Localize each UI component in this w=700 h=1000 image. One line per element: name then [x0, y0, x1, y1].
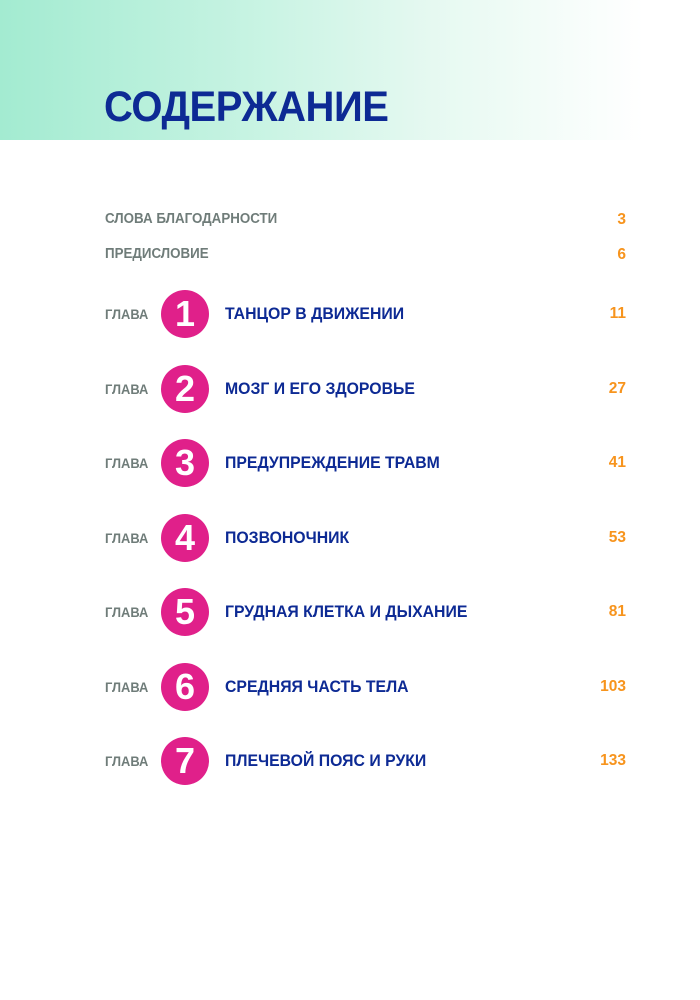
chapter-number-badge: 6 [161, 662, 209, 711]
chapter-title: МОЗГ И ЕГО ЗДОРОВЬЕ [225, 378, 415, 398]
chapter-entry[interactable]: ГЛАВА 4 ПОЗВОНОЧНИК 53 [0, 0, 700, 562]
page-number: 27 [608, 379, 626, 397]
chapter-entry[interactable]: ГЛАВА 6 СРЕДНЯЯ ЧАСТЬ ТЕЛА 103 [0, 0, 700, 711]
entry-label: СЛОВА БЛАГОДАРНОСТИ [105, 211, 278, 227]
chapter-prefix: ГЛАВА [105, 455, 149, 471]
chapter-title: ПЛЕЧЕВОЙ ПОЯС И РУКИ [225, 751, 427, 770]
chapter-number-badge: 4 [161, 513, 209, 562]
chapter-prefix: ГЛАВА [105, 380, 149, 397]
entry-label: ПРЕДИСЛОВИЕ [105, 246, 209, 262]
page-number: 11 [609, 305, 626, 322]
chapter-number-badge: 1 [161, 290, 209, 338]
chapter-prefix: ГЛАВА [105, 306, 149, 322]
chapter-number-badge: 3 [161, 439, 209, 487]
chapter-entry[interactable]: ГЛАВА 7 ПЛЕЧЕВОЙ ПОЯС И РУКИ 133 [0, 0, 700, 785]
chapter-entry[interactable]: ГЛАВА 3 ПРЕДУПРЕЖДЕНИЕ ТРАВМ 41 [0, 0, 700, 487]
chapter-entry[interactable]: ГЛАВА 1 ТАНЦОР В ДВИЖЕНИИ 11 [0, 0, 700, 338]
page-number: 3 [617, 211, 626, 228]
chapter-prefix: ГЛАВА [105, 604, 149, 620]
page-number: 103 [600, 677, 626, 695]
chapter-entry[interactable]: ГЛАВА 5 ГРУДНАЯ КЛЕТКА И ДЫХАНИЕ 81 [0, 0, 700, 636]
chapter-prefix: ГЛАВА [105, 753, 149, 769]
page-title: СОДЕРЖАНИЕ [104, 83, 389, 131]
toc-entry[interactable]: СЛОВА БЛАГОДАРНОСТИ 3 [0, 211, 700, 241]
chapter-title: ПРЕДУПРЕЖДЕНИЕ ТРАВМ [225, 453, 440, 472]
page-number: 81 [608, 603, 626, 620]
page-number: 53 [608, 528, 626, 546]
chapter-title: ТАНЦОР В ДВИЖЕНИИ [225, 304, 405, 323]
header-band: СОДЕРЖАНИЕ [0, 0, 700, 140]
chapter-number-badge: 7 [161, 737, 209, 785]
chapter-title: СРЕДНЯЯ ЧАСТЬ ТЕЛА [225, 676, 409, 696]
chapter-prefix: ГЛАВА [105, 529, 149, 546]
chapter-entry[interactable]: ГЛАВА 2 МОЗГ И ЕГО ЗДОРОВЬЕ 27 [0, 0, 700, 413]
page-number: 41 [608, 454, 626, 471]
chapter-number-badge: 5 [161, 588, 209, 636]
toc-entry[interactable]: ПРЕДИСЛОВИЕ 6 [0, 246, 700, 276]
page-number: 133 [600, 752, 626, 769]
chapter-prefix: ГЛАВА [105, 678, 149, 695]
chapter-title: ГРУДНАЯ КЛЕТКА И ДЫХАНИЕ [225, 602, 468, 621]
chapter-number-badge: 2 [161, 364, 209, 413]
chapter-title: ПОЗВОНОЧНИК [225, 527, 350, 547]
page-number: 6 [617, 246, 626, 263]
